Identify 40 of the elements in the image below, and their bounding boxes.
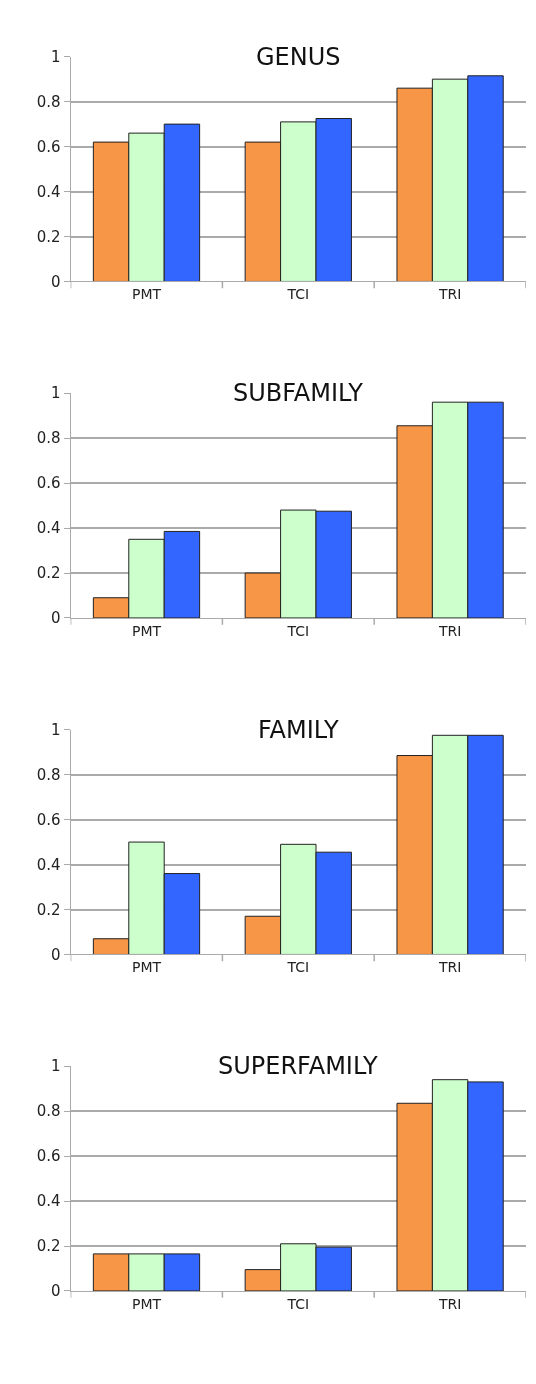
y-tick-label: 0.4 — [36, 1192, 61, 1211]
y-tick-label: 0 — [51, 272, 61, 291]
y-tick-label: 0.8 — [36, 765, 61, 784]
y-tick-label: 0.2 — [36, 227, 61, 246]
x-tick-label: TCI — [286, 286, 310, 303]
x-tick-label: TRI — [437, 959, 462, 976]
y-tick-label: 1 — [51, 1057, 61, 1076]
x-tick-label: TRI — [437, 622, 462, 639]
y-tick-label: 0.6 — [36, 137, 61, 156]
x-tick-label: TRI — [437, 286, 462, 303]
x-tick-label: TRI — [437, 1295, 462, 1312]
y-tick-label: 1 — [51, 384, 61, 403]
chart-title: SUBFAMILY — [233, 379, 364, 407]
x-tick-label: TCI — [286, 959, 310, 976]
chart-title: GENUS — [256, 43, 341, 71]
chart-title: SUPERFAMILY — [218, 1052, 379, 1080]
y-tick-label: 0 — [51, 1282, 61, 1301]
y-tick-label: 0 — [51, 609, 61, 628]
x-tick-label: TCI — [286, 1295, 310, 1312]
x-tick-label: PMT — [131, 622, 162, 639]
chart-title: FAMILY — [258, 716, 339, 744]
x-tick-label: TCI — [286, 622, 310, 639]
x-tick-label: PMT — [131, 959, 162, 976]
y-tick-label: 0.6 — [36, 810, 61, 829]
y-tick-label: 0 — [51, 945, 61, 964]
y-tick-label: 0.2 — [36, 1237, 61, 1256]
y-tick-label: 1 — [51, 47, 61, 66]
y-tick-label: 0.8 — [36, 92, 61, 111]
x-tick-label: PMT — [131, 1295, 162, 1312]
y-tick-label: 0.6 — [36, 1147, 61, 1166]
y-tick-label: 0.4 — [36, 182, 61, 201]
x-tick-label: PMT — [131, 286, 162, 303]
y-tick-label: 0.4 — [36, 519, 61, 538]
y-tick-label: 0.2 — [36, 900, 61, 919]
y-tick-label: 0.8 — [36, 429, 61, 448]
y-tick-label: 1 — [51, 720, 61, 739]
y-tick-label: 0.4 — [36, 855, 61, 874]
y-tick-label: 0.6 — [36, 474, 61, 493]
y-tick-label: 0.2 — [36, 564, 61, 583]
y-tick-label: 0.8 — [36, 1102, 61, 1121]
